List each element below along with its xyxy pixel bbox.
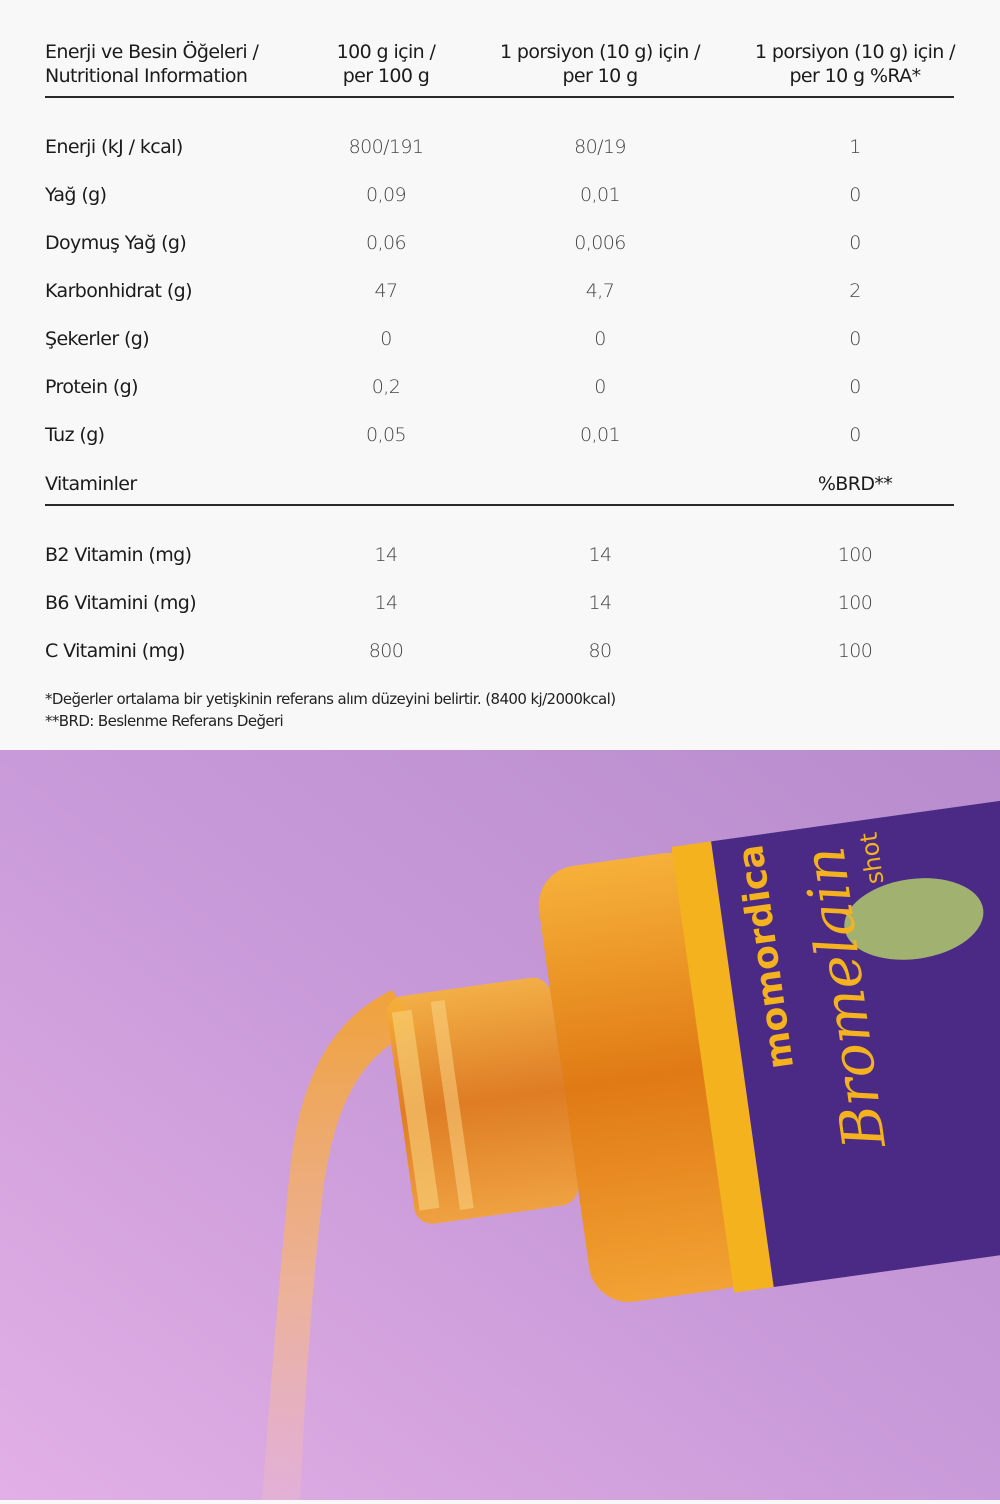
value-per10: 0,01 (580, 184, 621, 206)
value-ra: 100 (837, 640, 873, 662)
value-per100: 0,05 (366, 424, 407, 446)
product-photo: momordica Bromelain shot (0, 750, 1000, 1500)
table-row: Enerji (kJ / kcal) 800/191 80/19 1 (0, 136, 1000, 166)
value-per10: 0 (594, 376, 606, 398)
value-per100: 47 (374, 280, 399, 302)
bottle-pouring-image: momordica Bromelain shot (0, 750, 1000, 1500)
header-per100: 100 g için / per 100 g (256, 40, 516, 88)
header-line: per 10 g (562, 65, 638, 87)
table-row: Tuz (g) 0,05 0,01 0 (0, 424, 1000, 454)
header-per10: 1 porsiyon (10 g) için / per 10 g (470, 40, 730, 88)
bottle-neck (387, 977, 578, 1224)
value-per100: 0 (380, 328, 392, 350)
value-per10: 0,006 (574, 232, 626, 254)
table-row: Şekerler (g) 0 0 0 (0, 328, 1000, 358)
header-line: Enerji ve Besin Öğeleri / (45, 41, 259, 63)
value-per10: 80 (588, 640, 613, 662)
value-ra: 0 (849, 328, 861, 350)
row-label: B6 Vitamini (mg) (45, 592, 197, 614)
row-label: B2 Vitamin (mg) (45, 544, 192, 566)
value-per100: 14 (374, 592, 399, 614)
header-divider (45, 96, 954, 98)
bottle: momordica Bromelain shot (387, 799, 1000, 1302)
row-label: C Vitamini (mg) (45, 640, 185, 662)
value-per10: 0,01 (580, 424, 621, 446)
header-line: 1 porsiyon (10 g) için / (500, 41, 701, 63)
vitamins-heading-row: Vitaminler %BRD** (0, 473, 1000, 503)
value-ra: 0 (849, 376, 861, 398)
header-line: per 10 g %RA* (789, 65, 921, 87)
label-band (671, 841, 774, 1293)
row-label: Tuz (g) (45, 424, 105, 446)
value-ra: 100 (837, 592, 873, 614)
table-row: Yağ (g) 0,09 0,01 0 (0, 184, 1000, 214)
vitamins-heading: Vitaminler (45, 473, 137, 495)
vitamins-divider (45, 504, 954, 506)
table-row: B2 Vitamin (mg) 14 14 100 (0, 544, 1000, 574)
row-label: Yağ (g) (45, 184, 107, 206)
value-per100: 14 (374, 544, 399, 566)
table-row: C Vitamini (mg) 800 80 100 (0, 640, 1000, 670)
pouring-stream (262, 990, 420, 1500)
row-label: Doymuş Yağ (g) (45, 232, 187, 254)
value-per100: 0,2 (371, 376, 401, 398)
header-line: 100 g için / (336, 41, 436, 63)
value-per100: 0,06 (366, 232, 407, 254)
value-per10: 4,7 (585, 280, 615, 302)
value-per10: 80/19 (574, 136, 626, 158)
header-line: per 100 g (342, 65, 430, 87)
row-label: Şekerler (g) (45, 328, 150, 350)
value-ra: 0 (849, 184, 861, 206)
header-line: 1 porsiyon (10 g) için / (755, 41, 956, 63)
value-per10: 14 (588, 592, 613, 614)
value-ra: 0 (849, 424, 861, 446)
value-per100: 800 (368, 640, 404, 662)
pineapple-leaves (844, 878, 984, 960)
footnote-brd: **BRD: Beslenme Referans Değeri (45, 712, 284, 730)
table-row: Karbonhidrat (g) 47 4,7 2 (0, 280, 1000, 310)
row-label: Protein (g) (45, 376, 139, 398)
vitamins-ra-heading: %BRD** (817, 473, 893, 495)
value-per10: 0 (594, 328, 606, 350)
nutrition-panel: Enerji ve Besin Öğeleri / Nutritional In… (0, 0, 1000, 750)
header-line: Nutritional Information (45, 65, 248, 87)
value-ra: 0 (849, 232, 861, 254)
header-ra: 1 porsiyon (10 g) için / per 10 g %RA* (725, 40, 985, 88)
value-ra: 100 (837, 544, 873, 566)
table-row: Doymuş Yağ (g) 0,06 0,006 0 (0, 232, 1000, 262)
row-label: Enerji (kJ / kcal) (45, 136, 183, 158)
value-per10: 14 (588, 544, 613, 566)
value-ra: 2 (849, 280, 861, 302)
header-nutrient: Enerji ve Besin Öğeleri / Nutritional In… (45, 40, 259, 88)
value-per100: 800/191 (348, 136, 424, 158)
row-label: Karbonhidrat (g) (45, 280, 193, 302)
value-ra: 1 (849, 136, 861, 158)
value-per100: 0,09 (366, 184, 407, 206)
footnote-ra: *Değerler ortalama bir yetişkinin refera… (45, 690, 616, 708)
table-row: B6 Vitamini (mg) 14 14 100 (0, 592, 1000, 622)
table-row: Protein (g) 0,2 0 0 (0, 376, 1000, 406)
